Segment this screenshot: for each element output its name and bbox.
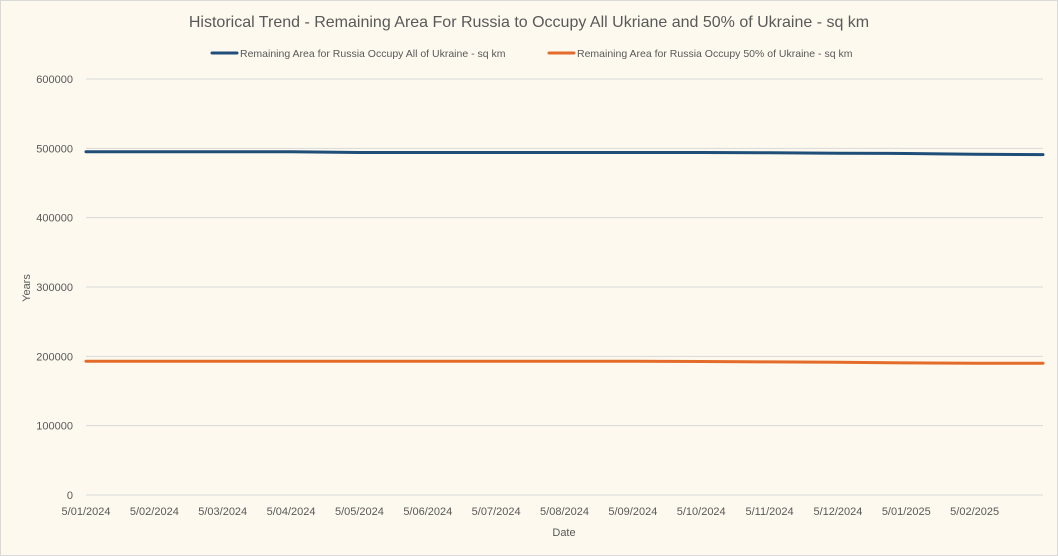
gridlines: [86, 78, 1043, 496]
legend-label-1: Remaining Area for Russia Occupy All of …: [240, 48, 506, 60]
x-tick-label: 5/06/2024: [403, 506, 452, 518]
x-axis-title: Date: [552, 527, 575, 539]
chart-title: Historical Trend - Remaining Area For Ru…: [189, 14, 869, 31]
series-lines: [84, 150, 1045, 365]
y-tick-label: 200000: [36, 351, 73, 363]
y-axis-ticks: 0 100000 200000 300000 400000 500000 600000: [36, 74, 73, 502]
x-tick-label: 5/12/2024: [813, 506, 862, 518]
y-tick-label: 600000: [36, 74, 73, 86]
x-tick-label: 5/02/2025: [950, 506, 999, 518]
x-tick-label: 5/04/2024: [267, 506, 316, 518]
x-tick-label: 5/02/2024: [130, 506, 179, 518]
y-axis-title: Years: [21, 274, 33, 302]
y-tick-label: 0: [67, 490, 73, 502]
x-tick-label: 5/03/2024: [198, 506, 247, 518]
y-tick-label: 300000: [36, 282, 73, 294]
x-tick-label: 5/11/2024: [746, 506, 794, 518]
x-axis-ticks: 5/01/2024 5/02/2024 5/03/2024 5/04/2024 5/05…: [62, 506, 1000, 518]
x-tick-label: 5/01/2025: [882, 506, 931, 518]
series-line-1: [84, 150, 1045, 157]
legend-label-2: Remaining Area for Russia Occupy 50% of …: [577, 48, 853, 60]
y-tick-label: 500000: [36, 143, 73, 155]
x-tick-label: 5/05/2024: [335, 506, 384, 518]
legend: Remaining Area for Russia Occupy All of …: [210, 48, 853, 60]
y-tick-label: 400000: [36, 213, 73, 225]
y-tick-label: 100000: [36, 421, 73, 433]
series-line-2: [84, 359, 1045, 365]
x-tick-label: 5/07/2024: [472, 506, 521, 518]
x-tick-label: 5/01/2024: [62, 506, 111, 518]
x-tick-label: 5/08/2024: [540, 506, 589, 518]
x-tick-label: 5/10/2024: [677, 506, 726, 518]
x-tick-label: 5/09/2024: [608, 506, 657, 518]
